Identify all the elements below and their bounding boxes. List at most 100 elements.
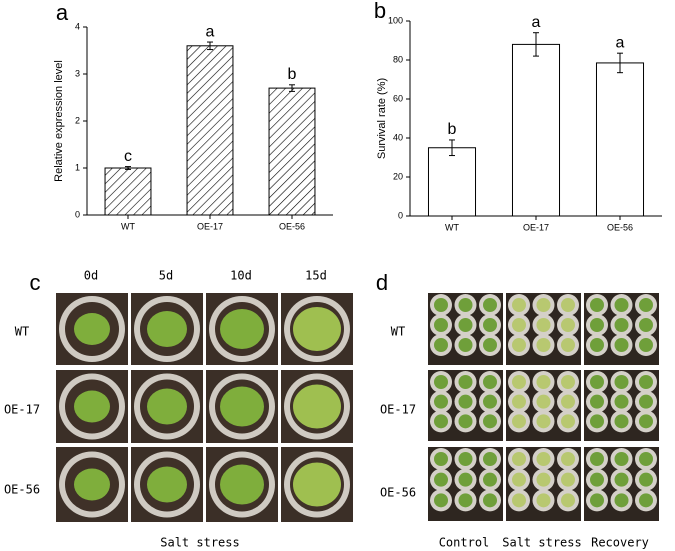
plant (639, 452, 653, 466)
plant (458, 298, 473, 312)
plant (614, 472, 629, 487)
plant (536, 452, 551, 466)
plant (74, 313, 110, 345)
plant (561, 394, 575, 409)
plant (639, 338, 653, 352)
bar (186, 45, 234, 216)
plant (483, 318, 497, 332)
plant (512, 318, 526, 332)
plant (614, 298, 629, 312)
plant (639, 472, 653, 487)
plant (536, 493, 551, 508)
y-tick-label: 80 (393, 54, 403, 64)
plant (561, 338, 575, 352)
plant (639, 493, 653, 508)
column-label: 5d (159, 269, 173, 283)
plant (561, 472, 575, 487)
plant (483, 472, 497, 487)
y-tick-label: 2 (75, 115, 80, 125)
column-label: Salt stress (502, 536, 581, 550)
plant (639, 375, 653, 389)
plant (614, 394, 629, 409)
x-tick-label: OE-17 (197, 221, 223, 231)
plant (639, 298, 653, 312)
plant (434, 375, 448, 389)
plant (293, 307, 341, 351)
plant (561, 375, 575, 389)
plant (74, 468, 110, 501)
y-axis-label: Relative expression level (53, 60, 65, 182)
plant (639, 318, 653, 332)
x-tick-label: OE-56 (607, 222, 633, 232)
plant (590, 394, 604, 409)
plant (147, 466, 187, 503)
column-label: Control (439, 536, 490, 550)
plant (512, 414, 526, 429)
row-label: OE-56 (4, 483, 40, 497)
plant (220, 309, 264, 349)
significance-letter: b (288, 66, 297, 83)
plant (536, 318, 551, 332)
plant (434, 318, 448, 332)
bar (427, 147, 477, 217)
plant (536, 414, 551, 429)
bar (104, 167, 152, 216)
plant (536, 298, 551, 312)
column-label: 15d (305, 269, 327, 283)
caption: Salt stress (160, 536, 239, 550)
column-label: Recovery (591, 536, 649, 550)
plant (458, 318, 473, 332)
x-tick-label: OE-56 (279, 221, 305, 231)
plant (614, 452, 629, 466)
x-tick-label: WT (445, 222, 459, 232)
significance-letter: b (448, 121, 457, 138)
y-tick-label: 1 (75, 162, 80, 172)
plant (614, 493, 629, 508)
y-tick-label: 100 (388, 15, 403, 25)
significance-letter: a (206, 23, 215, 40)
plant (614, 338, 629, 352)
plant (434, 298, 448, 312)
plant (458, 375, 473, 389)
plant (458, 452, 473, 466)
y-tick-label: 4 (75, 21, 80, 31)
plant (74, 390, 110, 423)
significance-letter: a (616, 34, 625, 51)
plant (483, 298, 497, 312)
plant (512, 298, 526, 312)
plant (590, 452, 604, 466)
plant (458, 394, 473, 409)
plant (483, 394, 497, 409)
plant (590, 318, 604, 332)
plant (590, 298, 604, 312)
plant (512, 452, 526, 466)
plant (614, 414, 629, 429)
row-label: OE-56 (380, 486, 416, 500)
plant (434, 394, 448, 409)
plant (512, 338, 526, 352)
x-tick-label: WT (121, 221, 135, 231)
plant (220, 464, 264, 505)
plant (590, 472, 604, 487)
y-tick-label: 0 (398, 210, 403, 220)
plant (293, 384, 341, 429)
plant (536, 338, 551, 352)
column-label: 10d (230, 269, 252, 283)
y-tick-label: 60 (393, 93, 403, 103)
y-tick-label: 3 (75, 68, 80, 78)
plant (483, 338, 497, 352)
plant (458, 472, 473, 487)
plant (434, 338, 448, 352)
y-axis-label: Survival rate (%) (376, 78, 388, 159)
plant (147, 311, 187, 347)
bar (511, 43, 561, 217)
plant (512, 375, 526, 389)
plant (483, 414, 497, 429)
plant (590, 493, 604, 508)
plant (512, 394, 526, 409)
panel-label: d (376, 270, 388, 295)
column-label: 0d (84, 269, 98, 283)
bar (268, 87, 316, 216)
plant (483, 493, 497, 508)
